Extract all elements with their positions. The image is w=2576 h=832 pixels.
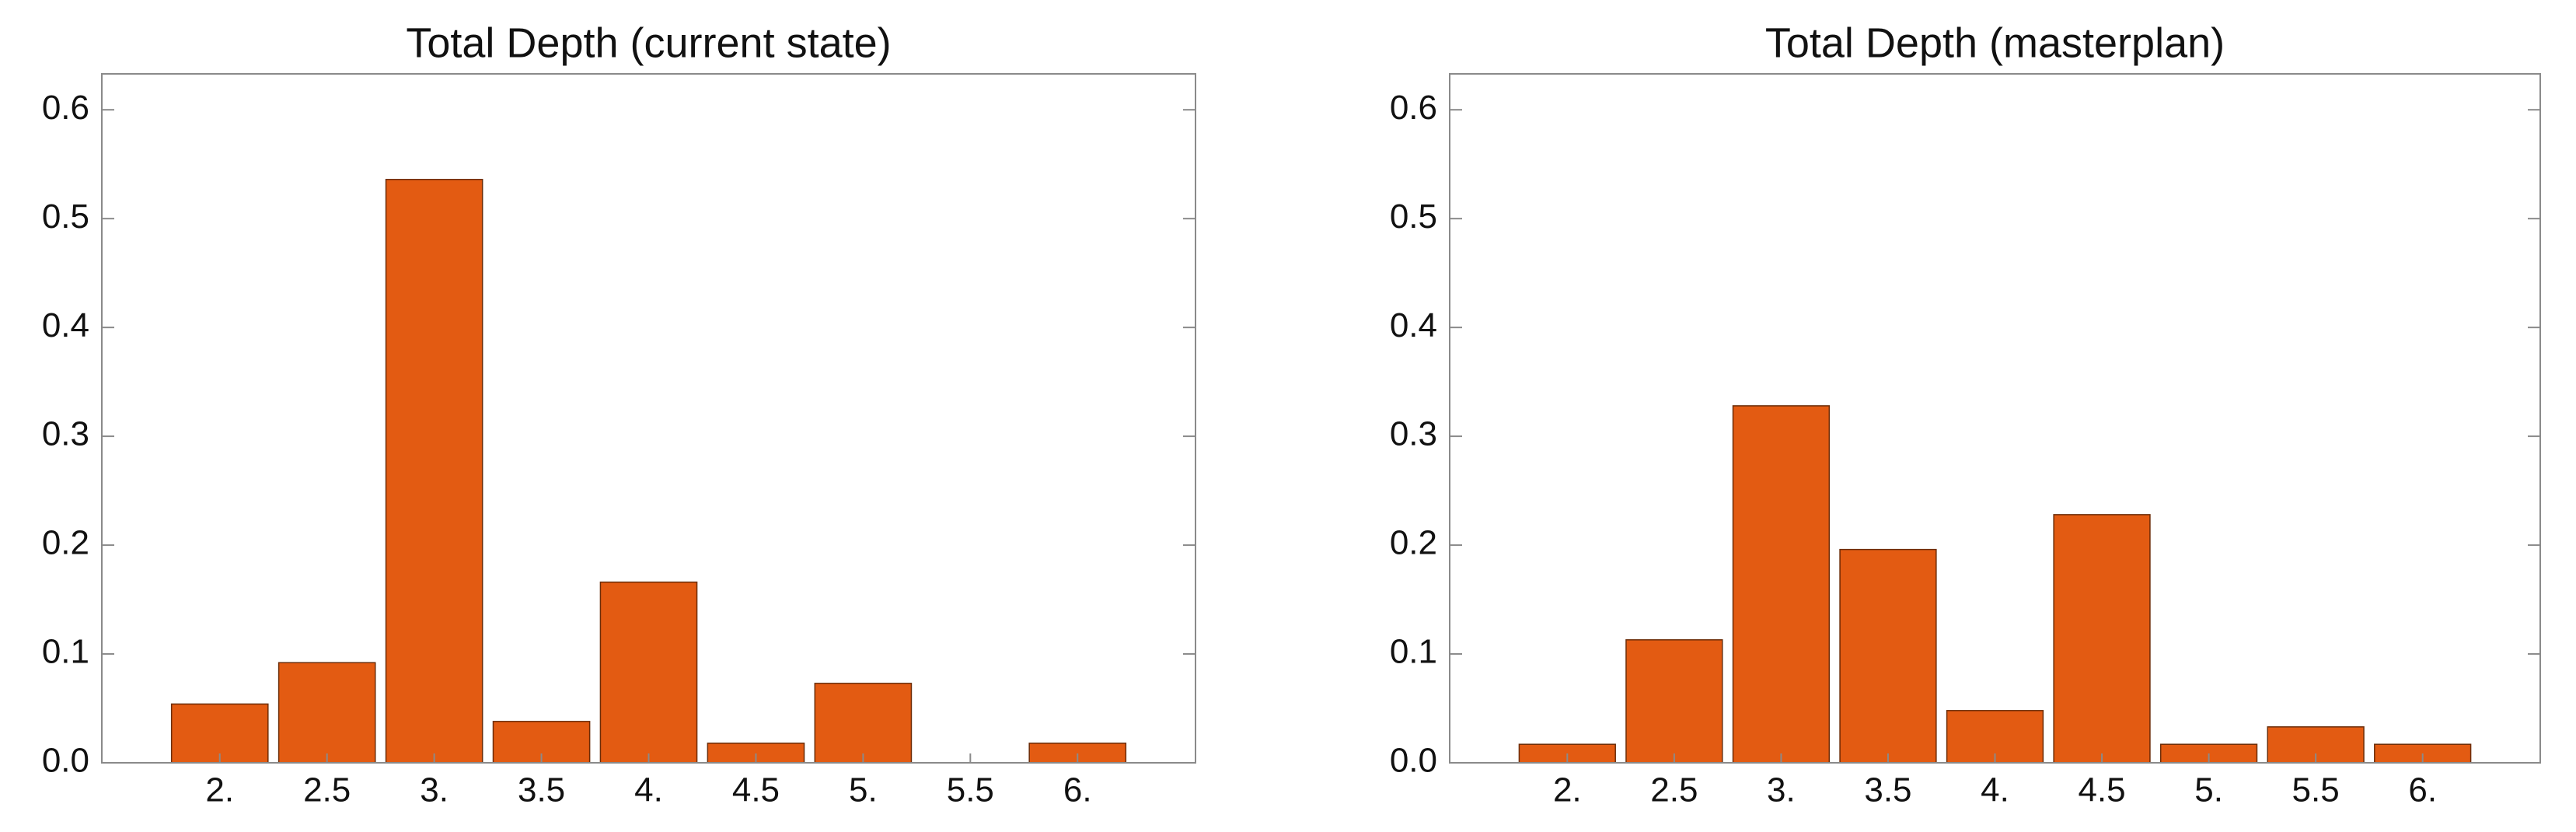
bar [1839,548,1937,764]
bar [1732,405,1831,764]
x-tick-label: 6. [2408,771,2437,809]
y-tick-label: 0.4 [1390,306,1437,344]
x-tick-label: 5.5 [947,771,994,809]
x-tick-label: 4.5 [2078,771,2125,809]
x-tick-label: 3. [1767,771,1796,809]
y-tick-label: 0.2 [1390,524,1437,562]
x-tick-label: 2. [205,771,234,809]
bar [277,662,376,764]
x-tick-label: 5.5 [2292,771,2340,809]
x-tick-label: 4. [634,771,663,809]
y-tick-label: 0.5 [1390,198,1437,236]
y-tick-label: 0.0 [1390,742,1437,780]
y-tick-label: 0.5 [42,198,89,236]
bar [599,581,698,764]
y-tick-label: 0.4 [42,306,89,344]
y-tick-label: 0.0 [42,742,89,780]
y-tick-label: 0.3 [42,415,89,453]
bar [385,179,483,764]
plot-frame [101,73,1196,764]
y-tick-label: 0.1 [1390,633,1437,671]
x-tick-label: 2.5 [303,771,351,809]
x-tick-label: 3. [420,771,449,809]
y-tick-label: 0.6 [1390,89,1437,127]
x-tick-label: 2. [1553,771,1582,809]
x-tick-label: 2.5 [1650,771,1698,809]
x-tick-label: 3.5 [1864,771,1911,809]
bar [1625,639,1723,764]
bar [814,683,913,764]
y-tick-label: 0.6 [42,89,89,127]
y-tick-label: 0.2 [42,524,89,562]
chart-title: Total Depth (masterplan) [1765,19,2225,66]
y-tick-label: 0.3 [1390,415,1437,453]
plot-frame [1449,73,2541,764]
x-tick-label: 5. [2194,771,2223,809]
x-tick-label: 3.5 [518,771,565,809]
bar [2053,514,2151,764]
x-tick-label: 4.5 [732,771,780,809]
chart-title: Total Depth (current state) [406,19,891,66]
x-tick-label: 5. [849,771,878,809]
y-tick-label: 0.1 [42,633,89,671]
x-tick-label: 4. [1981,771,2009,809]
bar [170,703,269,764]
x-tick-label: 6. [1063,771,1092,809]
